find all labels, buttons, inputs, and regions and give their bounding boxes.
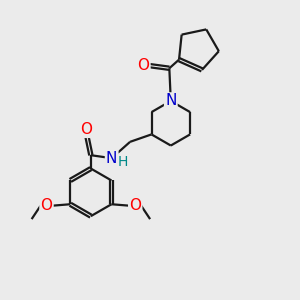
Text: O: O — [137, 58, 149, 73]
Text: O: O — [80, 122, 92, 137]
Text: H: H — [118, 155, 128, 169]
Text: N: N — [106, 151, 117, 166]
Text: O: O — [129, 198, 141, 213]
Text: O: O — [40, 198, 52, 213]
Text: N: N — [165, 94, 176, 109]
